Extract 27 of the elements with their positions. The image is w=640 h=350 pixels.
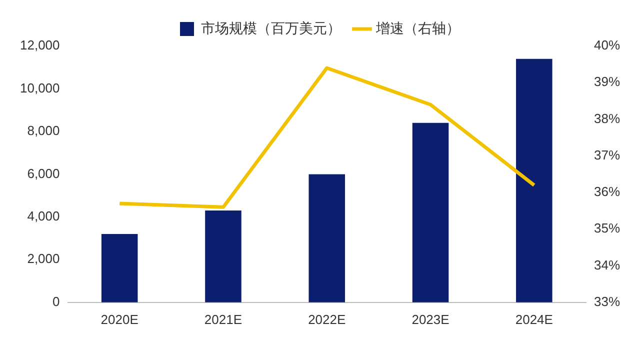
y2-tick-label: 39% (594, 74, 620, 90)
x-tick-label: 2023E (412, 312, 450, 327)
y2-tick-label: 38% (594, 110, 620, 126)
x-tick-label: 2021E (204, 312, 242, 327)
bar (308, 174, 346, 302)
y2-tick-label: 34% (594, 257, 620, 272)
bar (101, 234, 138, 302)
bar (205, 210, 242, 302)
legend-label: 增速（右轴） (375, 20, 460, 36)
legend-label: 市场规模（百万美元） (201, 20, 341, 36)
y-tick-label: 2,000 (27, 251, 60, 266)
y-tick-label: 0 (52, 294, 60, 309)
y-tick-label: 4,000 (27, 208, 60, 224)
y-tick-label: 8,000 (27, 123, 60, 138)
bar (516, 58, 552, 302)
y-tick-label: 10,000 (20, 80, 60, 96)
y2-tick-label: 36% (594, 184, 620, 200)
bar (412, 122, 449, 302)
x-tick-label: 2020E (100, 312, 139, 327)
x-tick-label: 2024E (515, 312, 554, 327)
x-tick-label: 2022E (308, 312, 346, 327)
y2-tick-label: 33% (594, 294, 620, 309)
y2-tick-label: 35% (594, 220, 620, 236)
y-tick-label: 6,000 (27, 166, 60, 181)
y2-tick-label: 40% (594, 38, 620, 53)
y2-tick-label: 37% (594, 147, 620, 162)
y-tick-label: 12,000 (20, 38, 60, 53)
